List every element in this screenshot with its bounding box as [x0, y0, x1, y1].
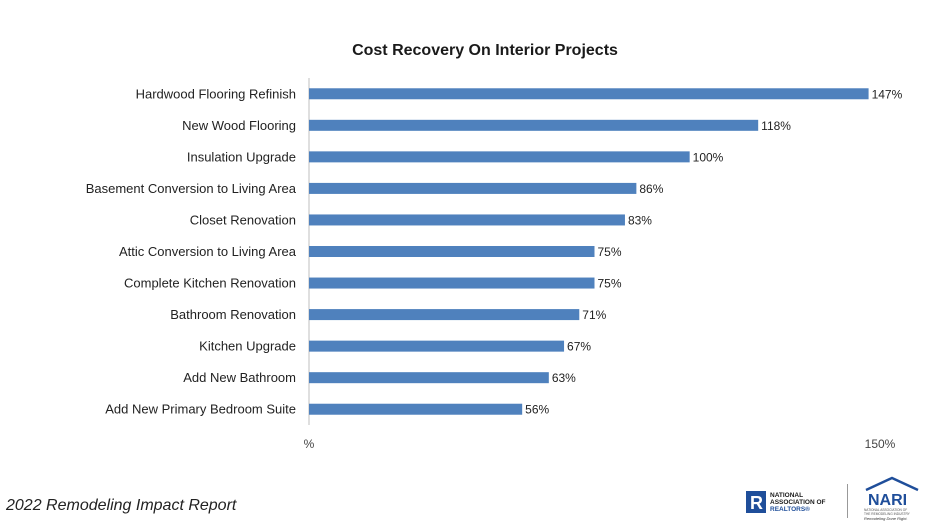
category-label: Hardwood Flooring Refinish: [136, 86, 296, 101]
bar: [309, 309, 580, 321]
nari-logo-word: NARI: [868, 492, 907, 509]
bar: [309, 246, 595, 257]
bar: [309, 403, 523, 415]
nari-logo: NARI NATIONAL ASSOCIATION OF THE REMODEL…: [864, 476, 919, 521]
realtors-logo-line-2: ASSOCIATION OF: [770, 499, 826, 506]
bar-chart: Hardwood Flooring Refinish 147% New Wood F…: [86, 78, 903, 451]
category-label: New Wood Flooring: [182, 118, 296, 133]
data-label: 63%: [552, 371, 576, 385]
data-label: 100%: [693, 150, 724, 164]
data-label: 71%: [582, 308, 606, 322]
report-title: 2022 Remodeling Impact Report: [6, 497, 237, 514]
data-label: 67%: [567, 340, 591, 354]
bar: [309, 182, 637, 194]
data-label: 118%: [761, 119, 791, 133]
category-label: Kitchen Upgrade: [199, 339, 296, 354]
category-label: Closet Renovation: [190, 212, 296, 227]
data-label: 86%: [639, 182, 663, 196]
bar: [309, 277, 595, 289]
realtors-logo: R NATIONAL ASSOCIATION OF REALTORS®: [746, 491, 826, 513]
realtors-logo-line-3: REALTORS®: [770, 505, 810, 513]
nari-logo-sub-2: THE REMODELING INDUSTRY: [864, 512, 911, 516]
data-label: 75%: [598, 277, 622, 291]
bar: [309, 214, 625, 226]
category-label: Complete Kitchen Renovation: [124, 276, 296, 291]
data-label: 75%: [598, 245, 622, 259]
category-label: Basement Conversion to Living Area: [86, 181, 297, 196]
bar: [309, 372, 549, 384]
x-tick-label: 150%: [865, 437, 896, 451]
data-label: 56%: [525, 403, 549, 417]
data-label: 147%: [872, 87, 903, 101]
category-label: Bathroom Renovation: [170, 307, 296, 322]
x-tick-label: %: [304, 437, 315, 451]
bar: [309, 119, 759, 131]
bar: [309, 151, 690, 163]
bar: [309, 340, 565, 352]
nari-logo-sub-1: NATIONAL ASSOCIATION OF: [864, 508, 907, 512]
data-label: 83%: [628, 213, 652, 227]
svg-text:R: R: [750, 493, 763, 513]
nari-logo-sub-3: Remodeling Done Right.: [864, 516, 908, 521]
realtors-logo-line-1: NATIONAL: [770, 492, 803, 499]
category-label: Insulation Upgrade: [187, 149, 296, 164]
bar: [309, 88, 869, 100]
logo-divider: [847, 484, 848, 518]
chart-title: Cost Recovery On Interior Projects: [352, 42, 618, 59]
category-label: Add New Primary Bedroom Suite: [105, 402, 296, 417]
category-label: Attic Conversion to Living Area: [119, 244, 297, 259]
category-label: Add New Bathroom: [183, 370, 296, 385]
